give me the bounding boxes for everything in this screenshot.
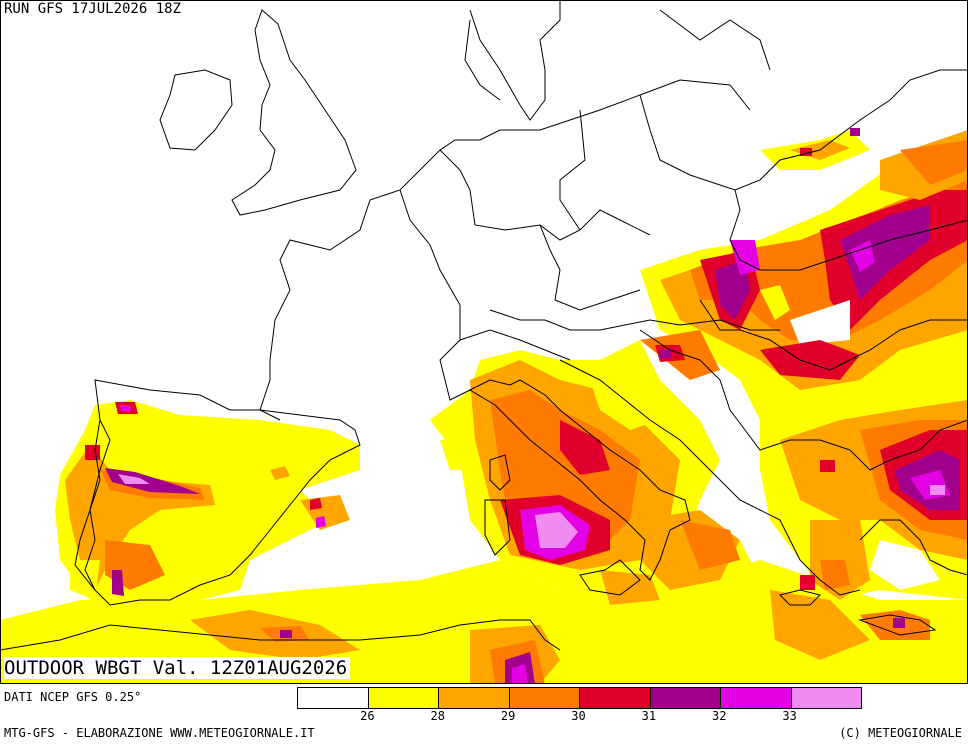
coastlines-borders: [0, 0, 968, 651]
legend-tick-label: 30: [571, 709, 586, 723]
legend-tick-label: 29: [500, 709, 516, 723]
legend-tick-label: 31: [641, 709, 657, 723]
data-source-label: DATI NCEP GFS 0.25°: [4, 690, 142, 704]
legend-swatch: [298, 688, 369, 708]
legend-swatch: [580, 688, 651, 708]
legend-swatch: [721, 688, 792, 708]
credit-right: (C) METEOGIORNALE: [839, 726, 962, 740]
legend-tick-label: 32: [712, 709, 727, 723]
color-legend: [297, 687, 862, 709]
legend-swatch: [509, 688, 580, 708]
wbgt-map: [0, 0, 968, 684]
legend-tick-label: 28: [430, 709, 445, 723]
legend-ticks: 26 28 29 30 31 32 33: [297, 709, 862, 725]
iberia-heat-field: [55, 400, 360, 620]
run-label: RUN GFS 17JUL2026 18Z: [4, 1, 182, 17]
legend-swatch: [368, 688, 439, 708]
map-title: OUTDOOR WBGT Val. 12Z01AUG2026: [4, 657, 351, 679]
greece-turkey-heat-field: [760, 380, 968, 600]
credit-left: MTG-GFS - ELABORAZIONE WWW.METEOGIORNALE…: [4, 726, 315, 740]
legend-swatch: [439, 688, 510, 708]
legend-tick-label: 26: [360, 709, 375, 723]
italy-heat-field: [430, 340, 760, 605]
legend-tick-label: 33: [782, 709, 797, 723]
legend-swatch: [791, 688, 861, 708]
legend-swatch: [650, 688, 721, 708]
